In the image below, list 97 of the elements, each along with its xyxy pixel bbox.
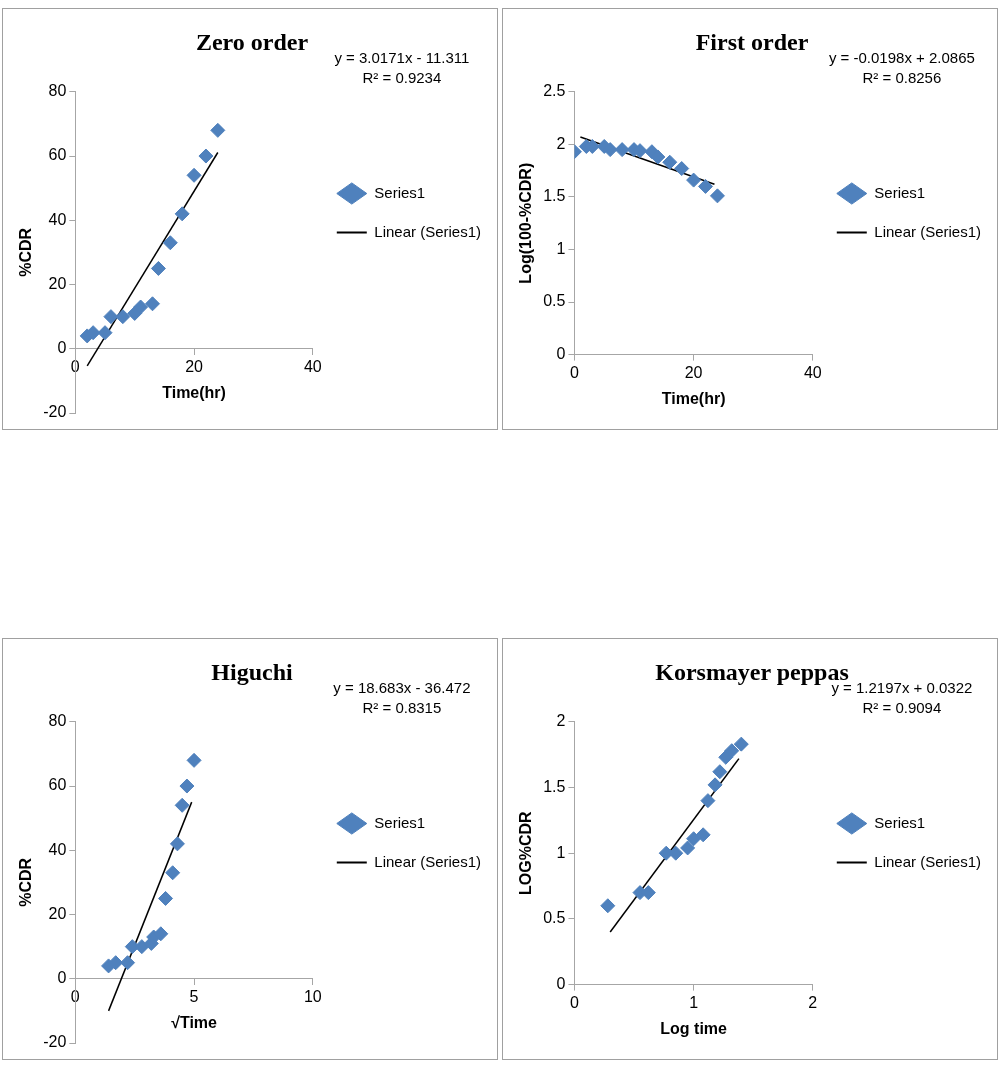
x-tick-label: 20 [684,363,703,381]
y-tick-label: 20 [48,274,67,292]
point [733,736,749,752]
x-tick-label: 5 [189,987,199,1005]
y-tick-label: 80 [48,712,67,730]
y-tick-label: 1.5 [543,777,566,795]
x-axis-title: Log time [660,1019,728,1037]
legend-label: Linear (Series1) [374,222,481,240]
text: y = 3.0171x - 11.311 [334,49,470,67]
chart-title: Higuchi [211,658,293,685]
y-axis-title: Log(100-%CDR) [517,162,535,284]
point [698,178,714,194]
text: y = -0.0198x + 2.0865 [828,49,975,67]
point [97,325,113,341]
y-tick-label: 1 [556,843,566,861]
point [600,898,616,914]
point [165,865,181,881]
point [198,148,214,164]
x-tick-label: 20 [185,357,204,375]
point [686,172,702,188]
y-tick-label: 2 [556,712,566,730]
point [210,122,226,138]
y-axis-title: LOG%CDR [517,810,535,895]
x-axis-title: √Time [171,1013,218,1031]
y-tick-label: 0.5 [543,909,566,927]
y-tick-label: 60 [48,146,67,164]
point [174,797,190,813]
x-tick-label: 0 [569,993,579,1011]
point [133,299,149,315]
legend-label: Series1 [374,183,426,201]
point [120,955,136,971]
x-tick-label: 40 [803,363,822,381]
x-axis-title: Time(hr) [162,383,226,401]
text: y = 18.683x - 36.472 [333,679,471,697]
point [662,154,678,170]
y-tick-label: 40 [48,840,67,858]
point [686,831,702,847]
point [169,836,185,852]
x-tick-label: 10 [303,987,322,1005]
text: R² = 0.8256 [862,69,942,87]
text: R² = 0.8315 [362,699,442,717]
y-axis-title: %CDR [17,227,35,277]
point [134,939,150,955]
y-tick-label: 2 [556,134,566,152]
point [700,793,716,809]
legend-label: Series1 [874,813,926,831]
point [145,296,160,312]
point [695,827,711,843]
x-tick-label: 2 [808,993,818,1011]
point [115,309,131,325]
point [707,777,723,793]
point [174,206,190,222]
point [712,764,728,780]
chart-title: First order [695,28,809,55]
point [709,188,725,204]
y-tick-label: 1.5 [543,187,566,205]
legend-label: Series1 [874,183,926,201]
legend-label: Linear (Series1) [374,852,481,870]
text: R² = 0.9094 [862,699,942,717]
y-axis-title: %CDR [17,857,35,907]
y-tick-label: 2.5 [543,82,566,100]
x-tick-label: 0 [569,363,579,381]
point [103,309,119,325]
legend-label: Linear (Series1) [874,222,981,240]
point [162,235,178,251]
y-tick-label: 0 [57,969,67,987]
y-tick-label: 0 [556,345,566,363]
point [650,149,666,165]
x-tick-label: 1 [689,993,699,1011]
legend-label: Linear (Series1) [874,852,981,870]
point [186,752,202,768]
legend-label: Series1 [374,813,426,831]
y-tick-label: 0 [57,339,67,357]
y-tick-label: 1 [556,239,566,257]
y-tick-label: 40 [48,210,67,228]
point [179,778,195,794]
point [614,142,630,158]
y-tick-label: 20 [48,904,67,922]
x-axis-title: Time(hr) [661,389,726,407]
point [674,161,690,177]
x-tick-label: 40 [303,357,322,375]
point [186,167,202,183]
y-tick-label: 60 [48,776,67,794]
y-tick-label: 0.5 [543,292,566,310]
point [108,955,124,971]
text: R² = 0.9234 [362,69,442,87]
y-tick-label: -20 [43,403,67,421]
point [680,840,696,856]
y-tick-label: -20 [43,1033,67,1051]
chart-title: Zero order [195,28,309,55]
point [150,260,166,276]
point [158,890,174,906]
point [668,845,684,861]
y-tick-label: 0 [556,975,566,993]
point [153,926,169,942]
y-tick-label: 80 [48,82,67,100]
point [724,743,740,759]
